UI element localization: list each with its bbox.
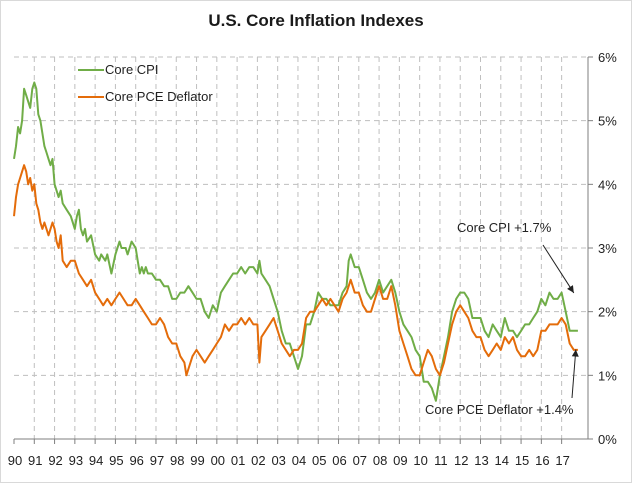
x-tick-label: 17 bbox=[555, 453, 569, 468]
annotation-arrowhead bbox=[571, 349, 579, 357]
x-tick-label: 07 bbox=[353, 453, 367, 468]
annotation-label: Core PCE Deflator +1.4% bbox=[425, 402, 574, 417]
x-tick-label: 14 bbox=[495, 453, 509, 468]
grid bbox=[14, 56, 588, 439]
chart-title: U.S. Core Inflation Indexes bbox=[208, 11, 423, 30]
legend-label: Core CPI bbox=[105, 62, 158, 77]
annotation-arrow-line bbox=[571, 349, 577, 399]
x-tick-label: 93 bbox=[69, 453, 83, 468]
x-tick-label: 06 bbox=[332, 453, 346, 468]
annotation-label: Core CPI +1.7% bbox=[457, 220, 552, 235]
axes: 0% 1% 2% 3% 4% 5% 6% 90 91 92 93 94 95 96 97 98 99 00 01 02… bbox=[8, 50, 617, 468]
x-tick-label: 04 bbox=[292, 453, 306, 468]
y-tick-label: 1% bbox=[598, 368, 617, 383]
x-tick-label: 09 bbox=[393, 453, 407, 468]
legend-label: Core PCE Deflator bbox=[105, 89, 213, 104]
x-tick-label: 98 bbox=[170, 453, 184, 468]
x-tick-label: 00 bbox=[211, 453, 225, 468]
x-tick-label: 10 bbox=[413, 453, 427, 468]
x-tick-label: 90 bbox=[8, 453, 22, 468]
x-tick-label: 95 bbox=[109, 453, 123, 468]
x-tick-label: 08 bbox=[373, 453, 387, 468]
y-tick-label: 4% bbox=[598, 177, 617, 192]
y-tick-label: 5% bbox=[598, 114, 617, 129]
legend: Core CPI Core PCE Deflator bbox=[78, 62, 213, 104]
x-tick-label: 99 bbox=[190, 453, 204, 468]
x-tick-label: 02 bbox=[251, 453, 265, 468]
series-lines bbox=[13, 81, 578, 402]
x-tick-label: 15 bbox=[515, 453, 529, 468]
annotations: Core CPI +1.7% Core PCE Deflator +1.4% bbox=[425, 220, 579, 417]
x-tick-label: 92 bbox=[48, 453, 62, 468]
core-pce-line bbox=[13, 164, 578, 377]
annotation-arrow-line bbox=[542, 244, 575, 294]
x-tick-label: 11 bbox=[434, 453, 448, 468]
y-tick-label: 3% bbox=[598, 241, 617, 256]
x-tick-label: 97 bbox=[150, 453, 164, 468]
x-tick-label: 96 bbox=[129, 453, 143, 468]
x-tick-label: 03 bbox=[271, 453, 285, 468]
core-cpi-line bbox=[13, 81, 578, 402]
x-tick-label: 13 bbox=[474, 453, 488, 468]
annotation-arrowhead bbox=[567, 285, 574, 293]
x-tick-label: 12 bbox=[454, 453, 468, 468]
y-tick-label: 6% bbox=[598, 50, 617, 65]
x-tick-label: 01 bbox=[231, 453, 245, 468]
y-tick-label: 0% bbox=[598, 432, 617, 447]
x-tick-label: 05 bbox=[312, 453, 326, 468]
x-tick-label: 16 bbox=[535, 453, 549, 468]
y-tick-label: 2% bbox=[598, 305, 617, 320]
x-tick-label: 94 bbox=[89, 453, 103, 468]
x-tick-label: 91 bbox=[28, 453, 42, 468]
